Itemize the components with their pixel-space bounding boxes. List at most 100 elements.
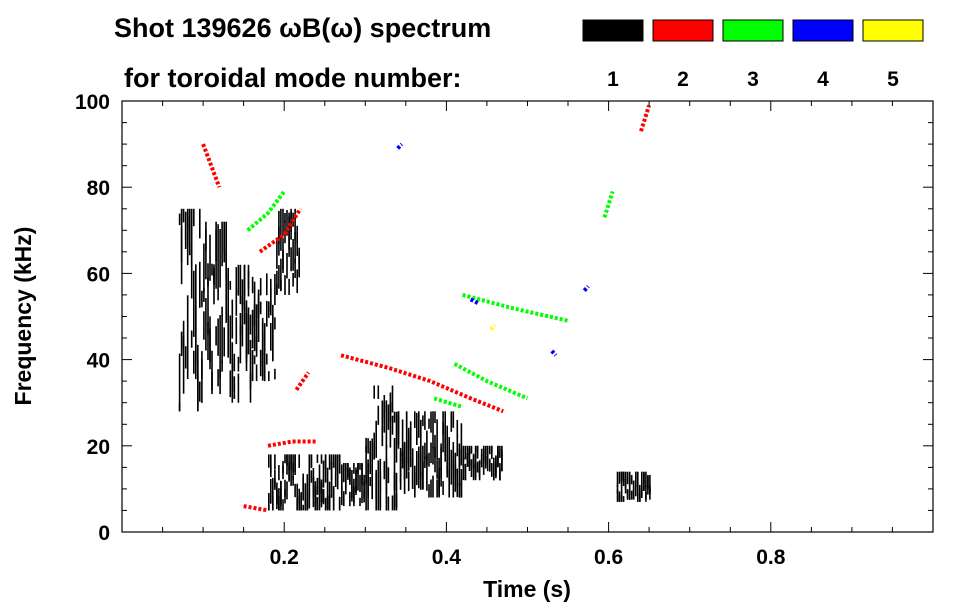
spectral-mark <box>308 473 311 498</box>
spectral-mark <box>199 261 201 308</box>
spectral-mark <box>296 483 298 501</box>
spectral-region <box>616 471 651 502</box>
spectral-mark <box>399 447 402 483</box>
spectral-mark <box>620 486 623 502</box>
spectral-mark <box>436 460 438 479</box>
spectral-mark <box>270 462 272 478</box>
spectral-mark <box>639 484 641 502</box>
spectral-mark <box>491 445 493 453</box>
spectral-mark <box>428 418 430 429</box>
spectral-mark <box>239 313 242 335</box>
spectral-mark <box>377 460 380 511</box>
spectral-mark <box>395 411 398 463</box>
spectral-mark <box>626 490 629 500</box>
spectral-mark <box>304 483 307 501</box>
spectral-mark <box>211 263 213 276</box>
spectral-mark <box>458 449 461 486</box>
mode-track <box>469 297 480 306</box>
spectral-mark <box>266 300 268 327</box>
spectral-mark <box>219 315 221 379</box>
spectral-mark <box>282 499 284 511</box>
spectral-mark <box>245 348 248 371</box>
spectral-mark <box>308 454 311 478</box>
spectral-mark <box>448 468 450 481</box>
spectral-mark <box>251 350 254 382</box>
spectral-mark <box>188 208 191 256</box>
spectral-mark <box>472 455 475 469</box>
spectral-mark <box>456 468 459 498</box>
spectral-mark <box>367 438 369 454</box>
spectral-mark <box>499 468 501 481</box>
spectral-mark <box>353 478 355 504</box>
spectral-mark <box>343 463 345 483</box>
spectral-mark <box>387 467 390 484</box>
spectral-mark <box>647 475 649 490</box>
spectral-mark <box>225 250 227 323</box>
spectral-mark <box>257 304 260 342</box>
spectral-mark <box>261 321 264 367</box>
spectral-mark <box>383 395 386 433</box>
spectral-mark <box>452 442 455 478</box>
spectral-mark <box>199 208 201 239</box>
spectral-mark <box>272 343 274 362</box>
spectral-mark <box>203 288 205 302</box>
spectral-mark <box>284 275 286 295</box>
spectral-mark <box>428 484 430 498</box>
spectral-mark <box>304 498 307 511</box>
spectral-mark <box>253 303 256 352</box>
spectral-mark <box>241 279 244 306</box>
spectral-mark <box>641 485 643 496</box>
spectral-mark <box>495 457 497 474</box>
spectral-region <box>462 445 503 481</box>
spectral-mark <box>620 471 623 482</box>
spectral-mark <box>197 344 199 408</box>
spectral-mark <box>203 311 205 340</box>
spectral-region <box>203 221 227 395</box>
y-tick-label: 100 <box>75 91 110 114</box>
spectral-mark <box>351 482 353 502</box>
mode-track <box>639 104 652 132</box>
x-tick-label: 0.8 <box>756 546 786 569</box>
spectral-mark <box>345 473 347 495</box>
spectral-mark <box>476 445 479 459</box>
spectral-mark <box>618 491 621 502</box>
spectral-mark <box>328 481 331 511</box>
spectral-mark <box>272 496 274 511</box>
y-tick-label: 60 <box>87 263 110 286</box>
spectral-mark <box>468 445 471 455</box>
spectral-mark <box>190 242 193 299</box>
spectral-mark <box>184 211 187 240</box>
spectral-mark <box>320 479 323 508</box>
spectral-mark <box>480 458 483 468</box>
y-tick-label: 40 <box>87 350 110 373</box>
spectral-mark <box>401 459 404 469</box>
spectral-mark <box>280 208 282 251</box>
chart-title: Shot 139626 ωB(ω) spectrum <box>114 13 491 43</box>
spectral-mark <box>482 445 485 456</box>
spectral-mark <box>476 461 479 473</box>
spectral-mark <box>330 477 333 498</box>
spectral-mark <box>326 467 329 482</box>
mode-track <box>243 504 269 513</box>
spectral-mark <box>268 301 270 311</box>
spectral-mark <box>334 474 337 487</box>
spectral-mark <box>637 471 639 485</box>
spectral-mark <box>401 450 404 461</box>
spectral-mark <box>379 475 382 509</box>
spectral-mark <box>259 301 262 315</box>
spectral-mark <box>432 447 434 465</box>
spectral-mark <box>391 415 394 435</box>
spectral-mark <box>241 296 244 307</box>
spectral-mark <box>213 267 215 280</box>
spectral-mark <box>284 454 286 464</box>
spectral-mark <box>377 405 380 425</box>
spectral-mark <box>190 208 193 265</box>
spectral-mark <box>314 486 317 511</box>
series-3 <box>246 190 615 409</box>
spectral-mark <box>215 326 217 346</box>
spectral-region <box>397 411 463 498</box>
spectral-mark <box>235 267 238 295</box>
x-axis-label: Time (s) <box>483 576 571 602</box>
spectral-mark <box>474 464 477 478</box>
spectral-mark <box>424 442 426 460</box>
